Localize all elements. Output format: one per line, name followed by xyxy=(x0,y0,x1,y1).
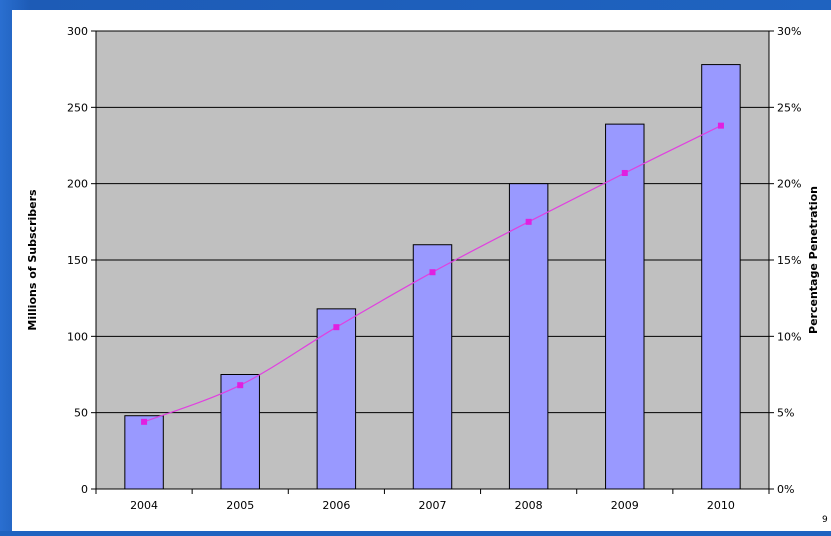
x-tick-label: 2006 xyxy=(322,499,350,512)
right-tick-label: 30% xyxy=(777,25,801,38)
penetration-markers xyxy=(141,122,724,425)
marker-2006 xyxy=(333,324,340,331)
right-tick-labels: 0% 5% 10% 15% 20% 25% 30% xyxy=(769,25,801,496)
marker-2004 xyxy=(141,418,148,425)
chart-area: 0 50 100 150 200 250 300 0% 5% 10% 15% 20% 25% 30% 2… xyxy=(12,10,831,531)
x-tick-label: 2010 xyxy=(707,499,735,512)
right-tick-label: 0% xyxy=(777,483,794,496)
left-tick-label: 250 xyxy=(67,101,88,114)
x-tick-labels: 2004 2005 2006 2007 2008 2009 2010 xyxy=(95,489,770,512)
y2-axis-label: Percentage Penetration xyxy=(807,186,820,334)
marker-2010 xyxy=(717,122,724,129)
right-tick-label: 15% xyxy=(777,254,801,267)
bar-2007 xyxy=(412,244,453,490)
bar-2008 xyxy=(508,183,549,490)
bar-2010 xyxy=(701,64,741,490)
x-tick-label: 2009 xyxy=(611,499,639,512)
marker-2009 xyxy=(621,169,628,176)
left-tick-label: 200 xyxy=(67,178,88,191)
y-axis-label: Millions of Subscribers xyxy=(26,189,39,331)
x-tick-label: 2004 xyxy=(130,499,158,512)
x-tick-label: 2008 xyxy=(515,499,543,512)
left-tick-label: 150 xyxy=(67,254,88,267)
x-tick-label: 2005 xyxy=(226,499,254,512)
right-tick-label: 5% xyxy=(777,407,794,420)
marker-2005 xyxy=(237,382,244,389)
right-tick-label: 20% xyxy=(777,178,801,191)
right-tick-label: 10% xyxy=(777,330,801,343)
bar-2004 xyxy=(124,415,164,490)
subscribers-chart: 0 50 100 150 200 250 300 0% 5% 10% 15% 20% 25% 30% 2… xyxy=(26,25,828,525)
bar-series xyxy=(124,64,741,490)
left-tick-label: 100 xyxy=(67,330,88,343)
marker-2008 xyxy=(525,218,532,225)
bar-2009 xyxy=(605,123,645,490)
corner-text: 9 xyxy=(822,515,828,525)
left-tick-label: 300 xyxy=(67,25,88,38)
left-tick-label: 50 xyxy=(74,407,88,420)
left-tick-labels: 0 50 100 150 200 250 300 xyxy=(67,25,96,496)
left-tick-label: 0 xyxy=(81,483,88,496)
right-tick-label: 25% xyxy=(777,101,801,114)
marker-2007 xyxy=(429,269,436,276)
x-tick-label: 2007 xyxy=(419,499,447,512)
